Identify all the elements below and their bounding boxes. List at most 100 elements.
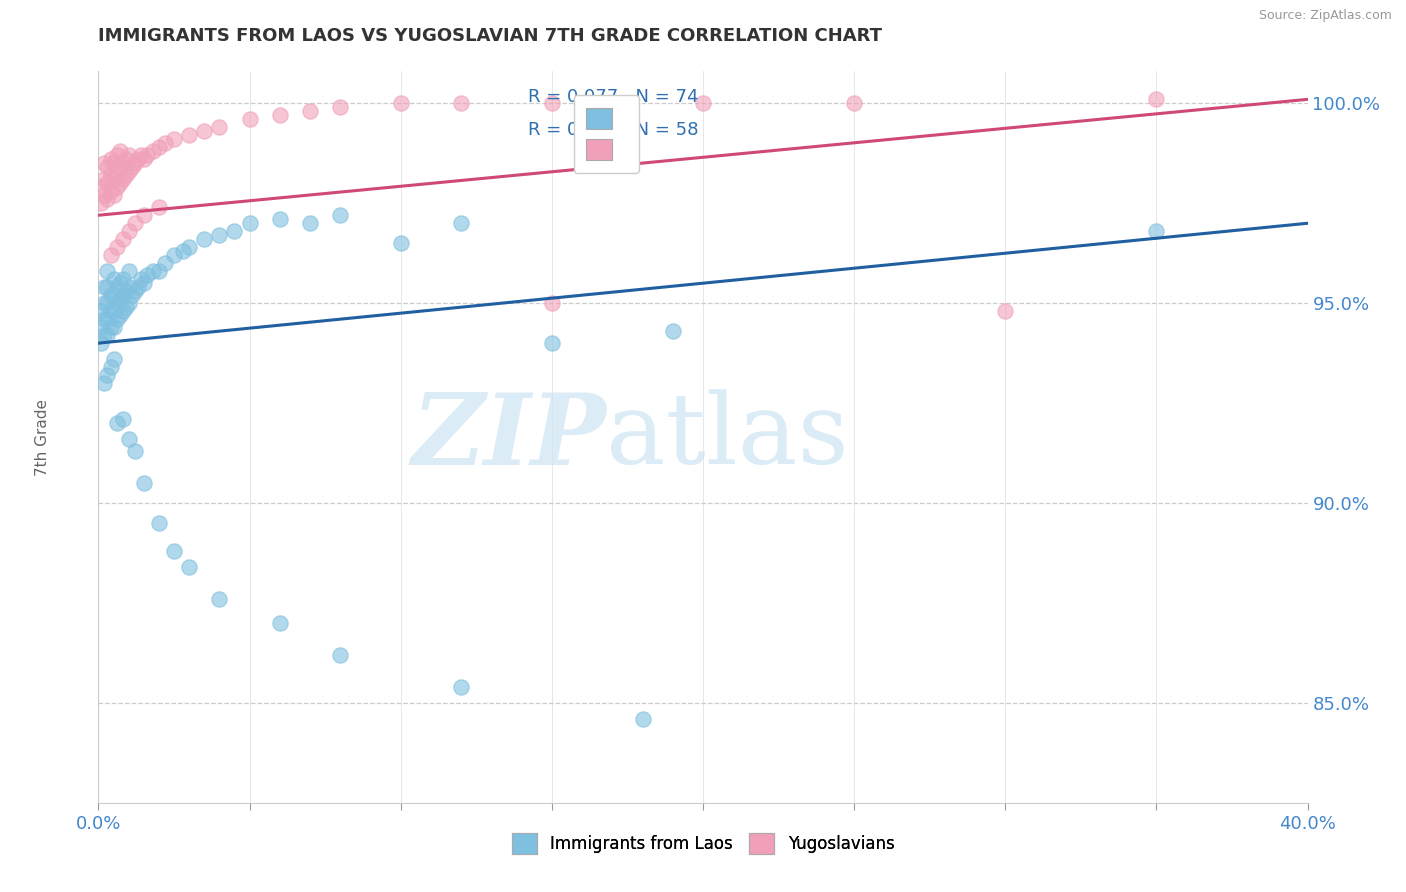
Point [100,169,122,183]
Point [239,216,262,230]
Point [96,176,118,190]
Point [179,128,201,143]
Point [148,264,170,278]
Point [269,212,291,227]
Point [103,304,125,318]
Point [661,324,683,338]
Point [118,148,141,162]
Point [100,360,122,375]
Point [103,172,125,186]
Point [118,432,141,446]
Point [103,156,125,170]
Point [208,120,231,135]
Text: IMMIGRANTS FROM LAOS VS YUGOSLAVIAN 7TH GRADE CORRELATION CHART: IMMIGRANTS FROM LAOS VS YUGOSLAVIAN 7TH … [98,27,883,45]
Text: atlas: atlas [606,389,849,485]
Point [118,296,141,310]
Point [105,296,128,310]
Point [193,124,215,138]
Point [103,288,125,302]
Point [121,288,143,302]
Point [124,284,146,298]
Point [96,264,118,278]
Point [96,161,118,175]
Legend: Immigrants from Laos, Yugoslavians: Immigrants from Laos, Yugoslavians [505,827,901,860]
Point [129,272,152,286]
Point [105,164,128,178]
Point [179,560,201,574]
Point [108,276,131,290]
Point [96,328,118,343]
Point [96,280,118,294]
Point [96,296,118,310]
Point [105,312,128,326]
Point [108,292,131,306]
Point [153,136,176,151]
Point [540,336,562,351]
Point [329,100,352,114]
Point [105,148,128,162]
Point [93,280,115,294]
Point [111,288,134,302]
Point [132,476,155,491]
Point [135,268,157,283]
Point [148,140,170,154]
Point [193,232,215,246]
Point [100,184,122,198]
Point [114,300,136,314]
Point [172,244,194,259]
Point [103,188,125,202]
Point [96,368,118,383]
Point [100,153,122,167]
Point [111,412,134,426]
Point [129,148,152,162]
Point [179,240,201,254]
Point [111,156,134,170]
Text: R = 0.077   N = 74: R = 0.077 N = 74 [527,88,699,106]
Point [132,208,155,222]
Point [93,296,115,310]
Point [118,280,141,294]
Point [96,192,118,206]
Point [108,161,131,175]
Point [153,256,176,270]
Point [844,96,866,111]
Point [224,224,246,238]
Point [389,96,412,111]
Point [118,224,141,238]
Point [269,615,291,630]
Point [135,148,157,162]
Point [148,200,170,214]
Point [111,232,134,246]
Point [450,680,472,694]
Point [540,96,562,111]
Point [93,312,115,326]
Point [208,591,231,606]
Point [132,153,155,167]
Point [111,272,134,286]
Point [124,444,146,458]
Point [93,188,115,202]
Point [105,180,128,194]
Point [299,104,322,119]
Point [1144,224,1167,238]
Point [90,336,112,351]
Point [108,308,131,322]
Point [105,240,128,254]
Text: 7th Grade: 7th Grade [35,399,51,475]
Text: Source: ZipAtlas.com: Source: ZipAtlas.com [1258,9,1392,22]
Point [103,352,125,367]
Point [163,544,186,558]
Point [93,328,115,343]
Point [93,172,115,186]
Point [93,376,115,391]
Point [127,280,149,294]
Point [90,304,112,318]
Point [100,288,122,302]
Point [93,156,115,170]
Point [90,320,112,334]
Point [163,132,186,146]
Point [124,216,146,230]
Point [389,236,412,251]
Point [208,228,231,243]
Point [111,172,134,186]
